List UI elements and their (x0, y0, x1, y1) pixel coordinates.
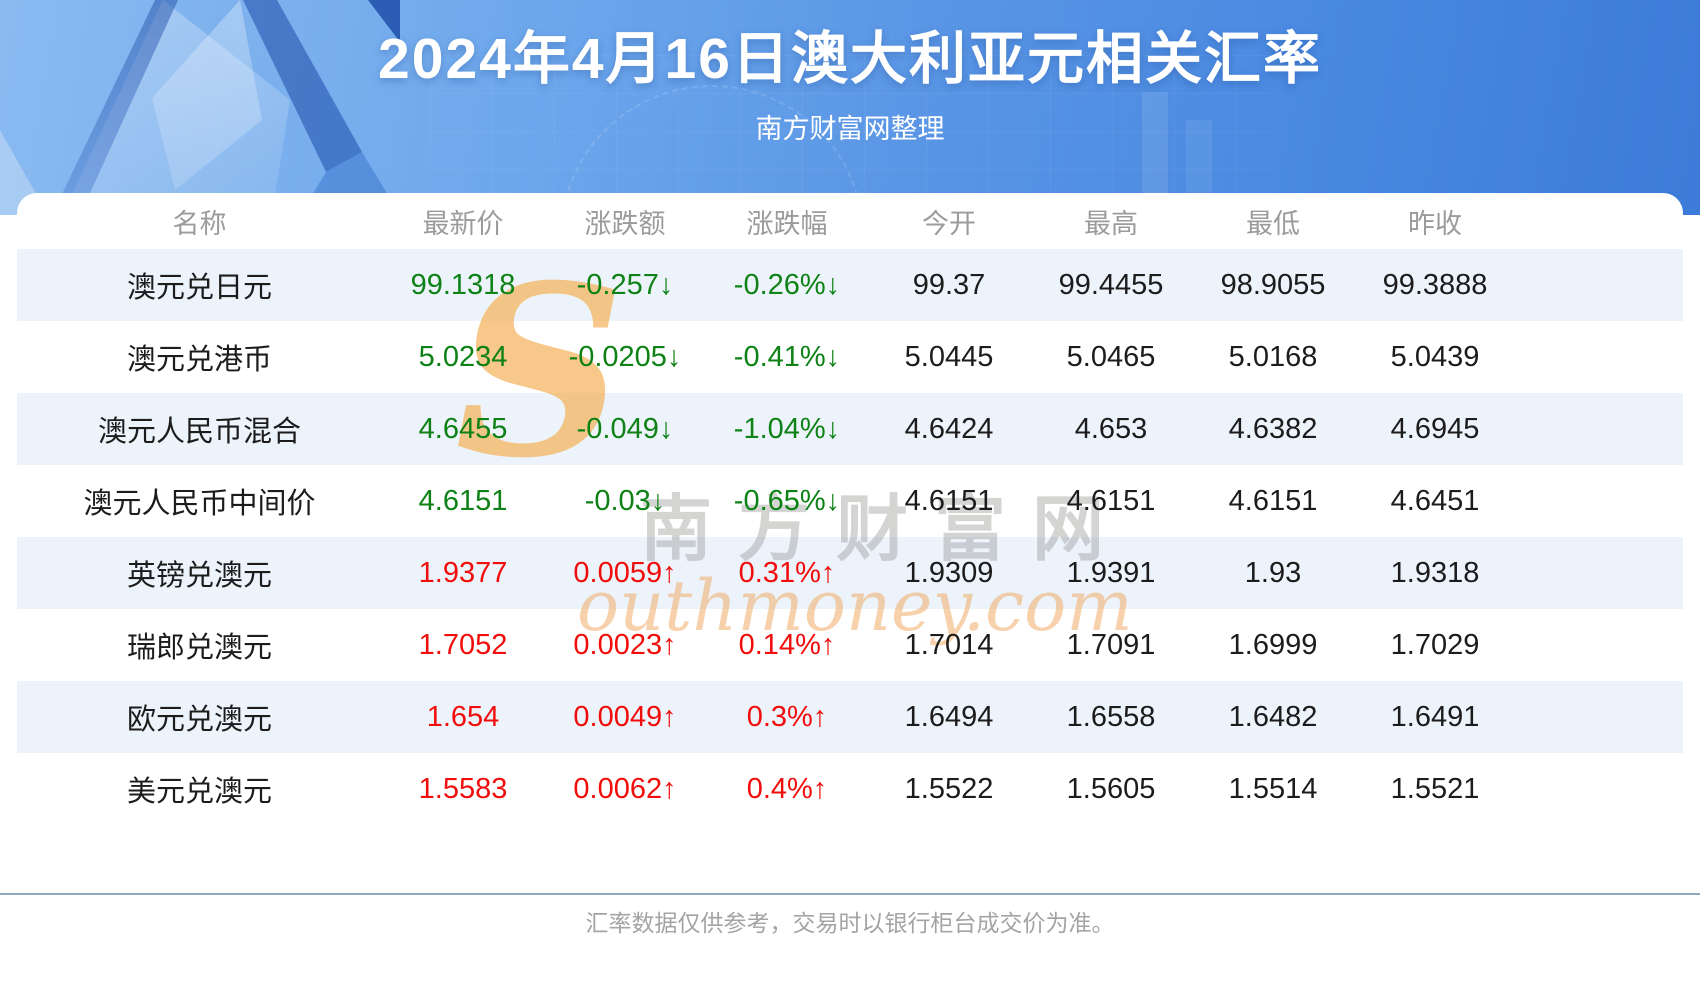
cell-name: 澳元兑日元 (126, 272, 272, 304)
cell-high: 1.9391 (1066, 556, 1156, 589)
cell-last: 1.7052 (418, 628, 508, 661)
cell-change: 0.0062↑ (573, 772, 677, 805)
cell-pct: 0.3%↑ (746, 700, 828, 733)
cell-open: 1.7014 (904, 628, 994, 661)
rates-card: S 南方财富网 outhmoney.com 名称 最新价 涨跌额 涨跌幅 今开 … (17, 193, 1683, 825)
table-row: 欧元兑澳元 1.654 0.0049↑ 0.3%↑ 1.6494 1.6558 … (17, 681, 1683, 753)
hero-banner: 2024年4月16日澳大利亚元相关汇率 南方财富网整理 (0, 0, 1700, 215)
cell-prev: 4.6451 (1390, 484, 1480, 517)
column-header-prev: 昨收 (1408, 208, 1462, 239)
cell-low: 4.6151 (1228, 484, 1318, 517)
cell-name: 美元兑澳元 (126, 776, 272, 808)
column-header-change: 涨跌额 (584, 208, 666, 239)
cell-pct: 0.4%↑ (746, 772, 828, 805)
cell-name: 欧元兑澳元 (126, 704, 272, 736)
cell-open: 1.6494 (904, 700, 994, 733)
cell-high: 99.4455 (1058, 268, 1164, 301)
cell-prev: 1.6491 (1390, 700, 1480, 733)
cell-name: 澳元人民币混合 (97, 416, 301, 448)
cell-prev: 1.7029 (1390, 628, 1480, 661)
cell-last: 99.1318 (410, 268, 516, 301)
cell-high: 4.653 (1074, 412, 1148, 445)
table-row: 澳元人民币混合 4.6455 -0.049↓ -1.04%↓ 4.6424 4.… (17, 393, 1683, 465)
table-row: 澳元人民币中间价 4.6151 -0.03↓ -0.65%↓ 4.6151 4.… (17, 465, 1683, 537)
cell-last: 1.654 (426, 700, 500, 733)
column-header-low: 最低 (1246, 208, 1300, 239)
cell-low: 1.6482 (1228, 700, 1318, 733)
cell-prev: 5.0439 (1390, 340, 1480, 373)
cell-high: 5.0465 (1066, 340, 1156, 373)
column-header-open: 今开 (922, 208, 976, 239)
cell-open: 1.9309 (904, 556, 994, 589)
cell-change: -0.257↓ (576, 268, 674, 301)
table-row: 瑞郎兑澳元 1.7052 0.0023↑ 0.14%↑ 1.7014 1.709… (17, 609, 1683, 681)
cell-high: 1.7091 (1066, 628, 1156, 661)
cell-change: 0.0049↑ (573, 700, 677, 733)
cell-pct: 0.14%↑ (738, 628, 836, 661)
cell-change: -0.03↓ (584, 484, 666, 517)
cell-low: 98.9055 (1220, 268, 1326, 301)
cell-pct: -0.26%↓ (733, 268, 841, 301)
cell-last: 1.5583 (418, 772, 508, 805)
cell-high: 4.6151 (1066, 484, 1156, 517)
table-row: 澳元兑日元 99.1318 -0.257↓ -0.26%↓ 99.37 99.4… (17, 249, 1683, 321)
cell-name: 澳元人民币中间价 (83, 488, 316, 520)
cell-last: 5.0234 (418, 340, 508, 373)
cell-name: 英镑兑澳元 (126, 560, 272, 592)
cell-pct: -0.41%↓ (733, 340, 841, 373)
cell-last: 1.9377 (418, 556, 508, 589)
column-header-last: 最新价 (422, 208, 504, 239)
cell-open: 1.5522 (904, 772, 994, 805)
cell-open: 99.37 (912, 268, 986, 301)
cell-change: -0.0205↓ (568, 340, 682, 373)
cell-low: 1.93 (1244, 556, 1302, 589)
cell-name: 澳元兑港币 (126, 344, 272, 376)
cell-open: 4.6151 (904, 484, 994, 517)
column-header-high: 最高 (1084, 208, 1138, 239)
cell-prev: 1.9318 (1390, 556, 1480, 589)
footer-divider (0, 893, 1700, 895)
cell-low: 1.5514 (1228, 772, 1318, 805)
column-header-name: 名称 (172, 208, 227, 239)
cell-change: 0.0023↑ (573, 628, 677, 661)
table-row: 美元兑澳元 1.5583 0.0062↑ 0.4%↑ 1.5522 1.5605… (17, 753, 1683, 825)
page-title: 2024年4月16日澳大利亚元相关汇率 (378, 27, 1322, 91)
cell-prev: 99.3888 (1382, 268, 1488, 301)
cell-pct: -0.65%↓ (733, 484, 841, 517)
column-header-pct: 涨跌幅 (746, 208, 828, 239)
cell-low: 5.0168 (1228, 340, 1318, 373)
table-row: 英镑兑澳元 1.9377 0.0059↑ 0.31%↑ 1.9309 1.939… (17, 537, 1683, 609)
cell-change: -0.049↓ (576, 412, 674, 445)
hero-candlestick-decoration (1186, 120, 1212, 198)
cell-open: 5.0445 (904, 340, 994, 373)
page-subtitle: 南方财富网整理 (755, 114, 945, 144)
table-header-row: 名称 最新价 涨跌额 涨跌幅 今开 最高 最低 昨收 (17, 193, 1683, 249)
cell-low: 4.6382 (1228, 412, 1318, 445)
footer-note: 汇率数据仅供参考，交易时以银行柜台成交价为准。 (585, 910, 1115, 936)
cell-high: 1.5605 (1066, 772, 1156, 805)
hero-candlestick-decoration (1142, 92, 1168, 197)
cell-last: 4.6151 (418, 484, 508, 517)
cell-name: 瑞郎兑澳元 (126, 632, 272, 664)
cell-prev: 4.6945 (1390, 412, 1480, 445)
table-row: 澳元兑港币 5.0234 -0.0205↓ -0.41%↓ 5.0445 5.0… (17, 321, 1683, 393)
cell-open: 4.6424 (904, 412, 994, 445)
cell-low: 1.6999 (1228, 628, 1318, 661)
cell-pct: 0.31%↑ (738, 556, 836, 589)
cell-last: 4.6455 (418, 412, 508, 445)
cell-prev: 1.5521 (1390, 772, 1480, 805)
cell-high: 1.6558 (1066, 700, 1156, 733)
cell-pct: -1.04%↓ (733, 412, 841, 445)
cell-change: 0.0059↑ (573, 556, 677, 589)
